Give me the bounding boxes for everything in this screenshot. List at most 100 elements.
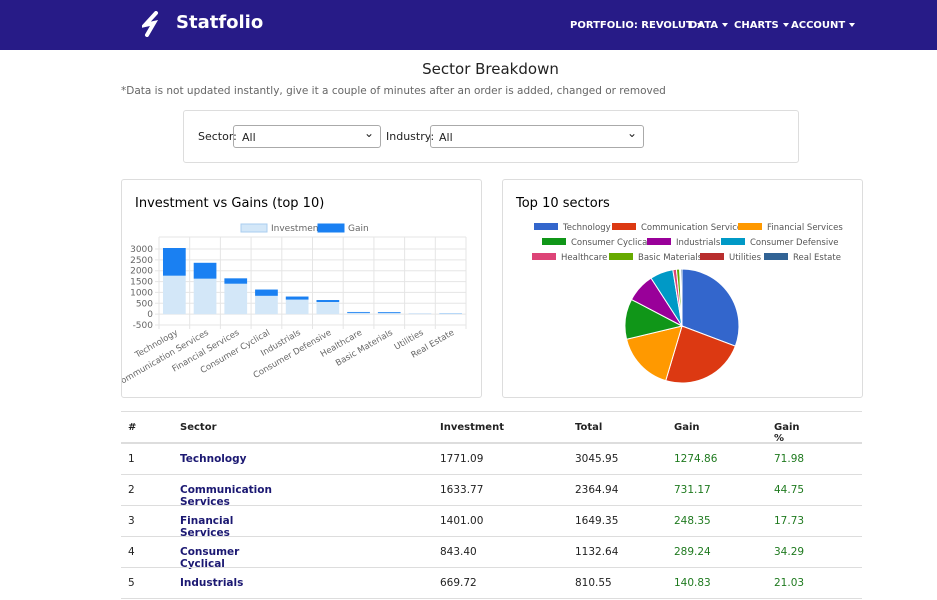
table-cell: 1771.09 [440,453,484,465]
bar [162,248,186,276]
legend-label: Gain [348,224,369,234]
sector-link[interactable]: Industrials [180,577,244,589]
logo[interactable] [142,11,162,37]
y-tick-label: 0 [147,310,153,320]
table-cell: 21.03 [774,577,805,589]
legend-swatch [532,253,556,260]
legend-label: Financial Services [767,223,843,233]
bar [224,283,248,315]
legend-label: Utilities [729,253,762,263]
legend-swatch [317,223,345,233]
bar [193,262,217,279]
pie-slice [680,268,683,327]
table-header: Gain [674,422,700,433]
bar [347,312,370,315]
bar [255,295,278,315]
chart-title: Top 10 sectors [515,196,610,211]
table-cell: 289.24 [674,546,711,558]
legend-label: Consumer Defensive [750,238,838,248]
bar [162,275,186,315]
y-tick-label: 500 [136,299,153,309]
menu-item[interactable]: ACCOUNT [791,20,855,31]
note: *Data is not updated instantly, give it … [121,85,666,97]
table-cell: 1649.35 [575,515,619,527]
table-cell: 4 [128,546,135,558]
page-title: Sector Breakdown [422,60,559,78]
y-tick-label: -500 [133,321,154,331]
bar [285,296,309,300]
sector-select[interactable]: All [233,122,381,148]
menu-item[interactable]: DATA [689,20,728,31]
legend-swatch [240,223,268,233]
table-cell: 5 [128,577,135,589]
table-cell: 669.72 [440,577,477,589]
y-tick-label: 2000 [130,267,153,277]
legend-label: Investment [271,224,322,234]
industry-select[interactable]: All [430,122,644,148]
legend-swatch [609,253,633,260]
legend-label: Basic Materials [638,253,703,263]
bar [377,313,401,315]
table-border [121,536,862,537]
table-border [121,505,862,506]
table-cell: 810.55 [575,577,612,589]
menu-item[interactable]: CHARTS [734,20,789,31]
pie-slice [665,325,736,384]
table-cell: 34.29 [774,546,805,558]
y-tick-label: 1000 [130,288,153,298]
table-header: # [128,422,137,433]
menu-item[interactable]: PORTFOLIO: REVOLUT [570,20,703,31]
legend-label: Real Estate [793,253,841,263]
table-header: Total [575,422,603,433]
y-tick-label: 1500 [130,278,153,288]
table-cell: 1633.77 [440,484,484,496]
table-cell: 2 [128,484,135,496]
bar [439,313,463,315]
sector-link[interactable]: Technology [180,453,247,465]
table-cell: 1401.00 [440,515,484,527]
bar [224,278,248,284]
table-cell: 2364.94 [575,484,619,496]
table-cell: 1 [128,453,135,465]
legend-swatch [647,238,671,245]
pie-slice [625,325,683,382]
table-border [121,411,862,412]
bar [377,312,401,314]
legend-label: Communication Services [641,223,747,233]
table-cell: 731.17 [674,484,711,496]
bar [255,289,278,296]
y-tick-label: 3000 [130,245,153,255]
y-tick-label: 2500 [130,256,153,266]
table-cell: 3045.95 [575,453,619,465]
bar [316,300,340,302]
legend-label: Healthcare [561,253,607,263]
table-border [121,474,862,475]
legend-label: Consumer Cyclical [571,238,650,248]
filter-panel: Sector: All Industry: All [183,110,799,163]
table-cell: 140.83 [674,577,711,589]
pie-chart: Top 10 sectors Technology Communication Se… [515,196,843,384]
table-header: Investment [440,422,504,433]
table-header: Sector [180,422,217,433]
legend-swatch [542,238,566,245]
table-border [121,442,862,444]
table-border [121,598,862,599]
legend-label: Industrials [676,238,721,248]
pie-card: Top 10 sectors Technology Communication Se… [502,179,863,398]
bar [316,301,340,315]
legend-swatch [534,223,558,230]
table-cell: 17.73 [774,515,805,527]
table-cell: 843.40 [440,546,477,558]
filter-label: Sector: [198,130,237,143]
table-cell: 44.75 [774,484,805,496]
bar [285,299,309,315]
bar-chart: Investment vs Gains (top 10) -50005001000… [114,196,467,389]
chart-title: Investment vs Gains (top 10) [135,196,324,211]
table-cell: 3 [128,515,135,527]
table-header: Gain % [774,422,800,444]
bar [347,311,370,313]
brand[interactable]: Statfolio [176,12,264,33]
legend-swatch [721,238,745,245]
table-cell: 1132.64 [575,546,619,558]
